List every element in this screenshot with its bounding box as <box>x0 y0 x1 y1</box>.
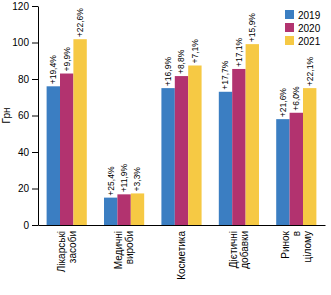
y-tick: 40 <box>18 147 38 158</box>
legend-swatch <box>285 36 294 45</box>
growth-annotation: +19,4% <box>48 55 58 85</box>
bar <box>290 113 303 225</box>
y-tick-mark <box>32 6 38 7</box>
y-tick: 60 <box>18 110 38 121</box>
y-tick-label: 20 <box>18 183 30 194</box>
x-tick-label: Дієтичнідобавки <box>228 231 250 269</box>
bar <box>219 92 232 225</box>
y-tick-mark <box>32 79 38 80</box>
growth-annotation: +6,0% <box>291 86 301 111</box>
bar <box>104 198 117 225</box>
growth-annotation: +3,3% <box>132 167 142 192</box>
growth-annotation: +8,8% <box>176 49 186 74</box>
y-tick-label: 0 <box>23 220 29 231</box>
y-tick-mark <box>32 152 38 153</box>
growth-annotation: +25,4% <box>106 166 116 196</box>
bar <box>47 86 60 225</box>
bar <box>232 69 245 225</box>
y-axis-title: Грн <box>1 108 12 124</box>
bar <box>276 119 289 225</box>
x-tick: Лікарськізасоби <box>56 231 78 272</box>
x-tick: Риноквцілому <box>280 230 313 262</box>
growth-annotation: +11,9% <box>119 163 129 192</box>
legend-swatch <box>285 10 294 19</box>
growth-annotation: +15,9% <box>247 13 257 43</box>
x-axis: Лікарськізасоби Медичнівироби Косметика Діє… <box>39 226 326 280</box>
legend-label: 2021 <box>298 36 321 47</box>
legend: 2019 2020 2021 <box>285 10 321 47</box>
growth-annotation: +22,1% <box>305 57 315 87</box>
y-tick: 100 <box>12 37 38 48</box>
y-tick: 120 <box>12 1 38 12</box>
y-tick: 80 <box>18 74 38 85</box>
plot: 0 20 40 60 80 100 120 Лікарськізасоби Медичнівир… <box>12 1 325 280</box>
annotations: +19,4% +25,4% +16,9% +17,7% +21,6% +9,9% +11,9… <box>48 8 314 196</box>
growth-annotation: +7,1% <box>190 39 200 64</box>
x-tick-label: Риноквцілому <box>280 230 313 262</box>
bar <box>117 194 130 225</box>
legend-item: 2019 <box>285 10 321 21</box>
y-tick-label: 120 <box>12 1 29 12</box>
chart: 0 20 40 60 80 100 120 Лікарськізасоби Медичнівир… <box>0 0 331 295</box>
y-tick-label: 80 <box>18 74 30 85</box>
growth-annotation: +17,7% <box>220 60 230 90</box>
x-tick: Медичнівироби <box>113 231 135 269</box>
bars <box>47 39 317 225</box>
bar <box>303 88 316 225</box>
growth-annotation: +22,6% <box>75 8 85 38</box>
bar <box>161 88 174 225</box>
y-tick-mark <box>32 189 38 190</box>
bar <box>131 193 144 225</box>
legend-swatch <box>285 23 294 32</box>
y-tick-label: 60 <box>18 110 30 121</box>
x-tick: Дієтичнідобавки <box>228 231 250 269</box>
y-tick-label: 40 <box>18 147 30 158</box>
growth-annotation: +17,1% <box>234 37 244 67</box>
y-tick-mark <box>32 116 38 117</box>
growth-annotation: +21,6% <box>278 88 288 118</box>
x-axis-line <box>39 225 326 226</box>
bar <box>60 74 73 225</box>
y-axis: 0 20 40 60 80 100 120 <box>12 1 38 231</box>
bar <box>246 44 259 225</box>
bar <box>175 76 188 225</box>
x-tick-label: Лікарськізасоби <box>56 231 78 272</box>
y-tick: 20 <box>18 183 38 194</box>
legend-item: 2020 <box>285 23 321 34</box>
x-tick: Косметика <box>176 231 187 280</box>
y-tick: 0 <box>23 220 38 231</box>
legend-label: 2020 <box>298 23 321 34</box>
legend-item: 2021 <box>285 36 321 47</box>
x-tick-label: Косметика <box>176 231 187 280</box>
bar <box>188 65 201 225</box>
y-axis-line <box>38 7 39 226</box>
y-tick-mark <box>32 225 38 226</box>
legend-label: 2019 <box>298 10 321 21</box>
growth-annotation: +16,9% <box>163 57 173 87</box>
y-tick-mark <box>32 43 38 44</box>
x-tick-label: Медичнівироби <box>113 231 135 269</box>
growth-annotation: +9,9% <box>62 47 72 72</box>
bar <box>73 39 86 225</box>
y-tick-label: 100 <box>12 37 29 48</box>
